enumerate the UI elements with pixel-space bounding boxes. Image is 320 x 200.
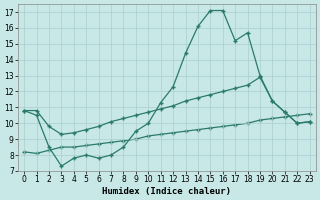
X-axis label: Humidex (Indice chaleur): Humidex (Indice chaleur) [102,187,231,196]
